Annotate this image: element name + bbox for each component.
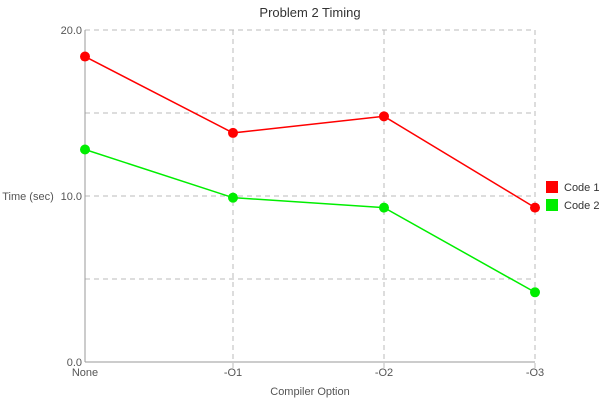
y-tick-label: 10.0 xyxy=(61,191,82,203)
legend: Code 1 Code 2 xyxy=(546,181,599,212)
x-tick-label: None xyxy=(72,367,98,379)
series-line-2 xyxy=(84,148,536,293)
series-1-point xyxy=(228,127,238,138)
legend-swatch-2 xyxy=(546,199,558,211)
series-2-point xyxy=(228,192,238,203)
legend-label-2: Code 2 xyxy=(564,200,599,212)
series-line-1 xyxy=(84,55,536,209)
x-tick-label: -O3 xyxy=(526,367,544,379)
y-tick-label: 20.0 xyxy=(61,25,82,37)
x-axis-label: Compiler Option xyxy=(270,386,349,398)
x-tick-labels: None -O1 -O2 -O3 xyxy=(72,367,544,379)
series-2-point xyxy=(379,202,389,213)
series-layer xyxy=(80,51,540,298)
series-1-point xyxy=(530,202,540,213)
series-2-point xyxy=(530,287,540,298)
y-tick-labels: 0.0 10.0 20.0 xyxy=(61,25,82,369)
series-1-point xyxy=(379,111,389,122)
y-tick-label: 0.0 xyxy=(67,357,82,369)
series-1-point xyxy=(80,51,90,62)
chart-title: Problem 2 Timing xyxy=(259,5,360,20)
legend-label-1: Code 1 xyxy=(564,182,599,194)
series-2-point xyxy=(80,144,90,155)
y-axis-label: Time (sec) xyxy=(2,191,54,203)
legend-swatch-1 xyxy=(546,181,558,193)
x-tick-label: -O2 xyxy=(375,367,393,379)
x-tick-label: -O1 xyxy=(224,367,242,379)
grid-lines xyxy=(85,29,536,368)
